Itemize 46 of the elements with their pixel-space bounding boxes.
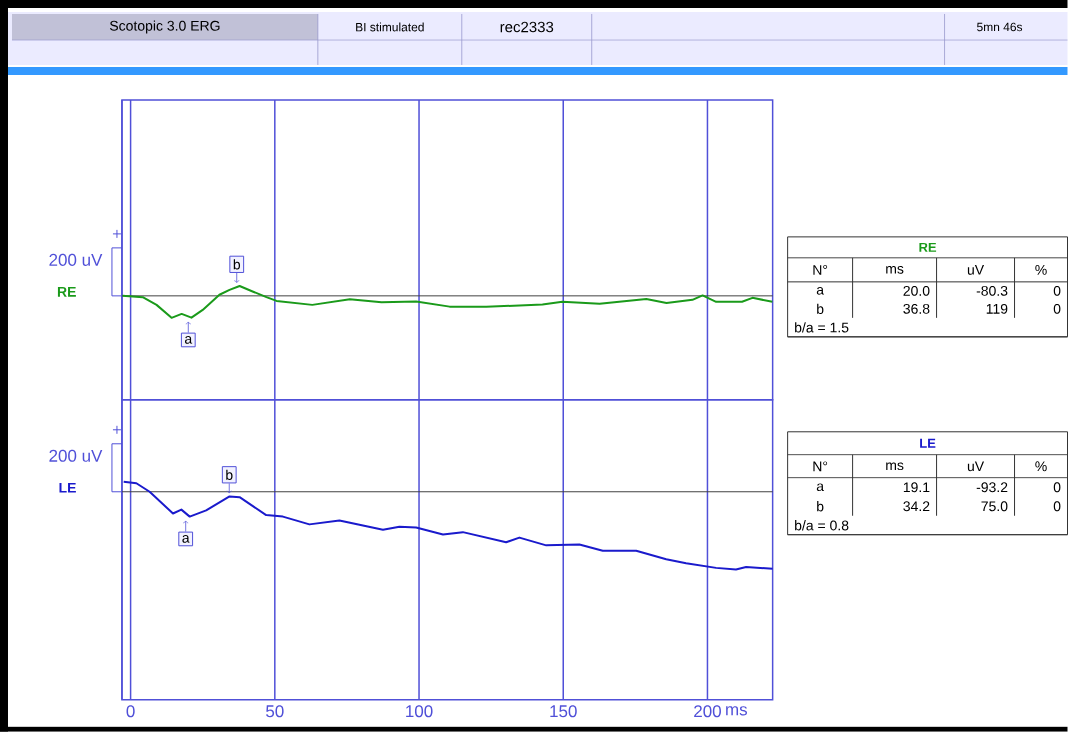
text: b [817,303,824,315]
text: LE [920,439,936,448]
x-tick-label: 150 [550,705,577,718]
text: N° [813,461,828,472]
text: uV [967,461,985,472]
x-tick-label: 100 [406,705,433,718]
text: 36.8 [903,304,930,314]
text: a [816,483,825,492]
annotation: a [182,535,190,543]
text: ms [886,462,904,471]
x-tick-label: 200 [694,705,721,718]
text: b/a = 0.8 [795,520,849,531]
text: LE [59,483,76,493]
text: uV [967,265,985,275]
text: 20.0 [903,286,930,296]
text: 200 uV [49,254,103,267]
x-tick-label: 50 [266,705,284,718]
annotation: b [233,259,241,270]
text: rec2333 [500,21,554,33]
text: b/a = 1.5 [795,322,849,333]
text: 19.1 [903,482,930,493]
text: % [1035,461,1047,472]
text: % [1035,265,1047,275]
text: 0 [1053,286,1061,296]
text: Scotopic 3.0 ERG [109,20,220,34]
x-axis-title: ms [726,706,748,716]
text: RE [57,287,76,297]
text: 119 [986,304,1008,314]
text: -93.2 [976,482,1008,493]
text: -80.3 [976,286,1008,296]
text: 34.2 [903,501,930,512]
text: ms [886,266,904,274]
text: a [816,287,825,295]
text: 0 [1053,304,1061,314]
x-tick-label: 0 [126,705,135,718]
text: 200 uV [49,449,103,462]
text: b [817,501,824,512]
text: BI stimulated [356,22,424,32]
text: 0 [1053,482,1061,493]
text: N° [813,265,828,275]
annotation: a [184,336,193,344]
text: 75.0 [981,501,1008,512]
text: RE [919,243,937,253]
text: 5mn 46s [977,22,1023,32]
text: 0 [1053,501,1061,512]
annotation: b [226,469,233,481]
